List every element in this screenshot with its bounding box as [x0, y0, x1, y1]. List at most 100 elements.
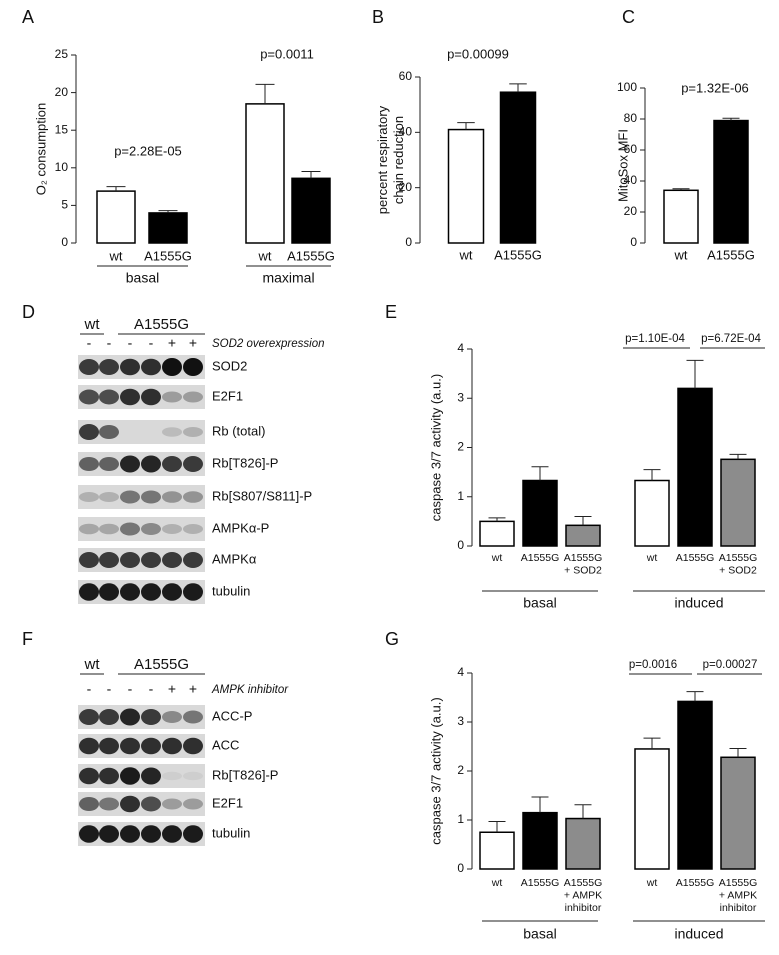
x-tick-label: A1555G + AMPK inhibitor: [719, 877, 758, 914]
y-axis-label: caspase 3/7 activity (a.u.): [428, 697, 443, 844]
row-label: Rb (total): [212, 423, 265, 438]
blot-band: [141, 825, 161, 843]
blot-band: [120, 795, 140, 813]
x-tick-label: A1555G: [676, 877, 715, 889]
row-label: AMPKα: [212, 551, 257, 566]
lane-sign: -: [149, 335, 154, 351]
y-axis-label: caspase 3/7 activity (a.u.): [428, 374, 443, 521]
bar: [713, 119, 749, 244]
x-tick-label: A1555G + SOD2: [564, 552, 603, 577]
lane-sign: -: [107, 681, 112, 697]
blot-band: [120, 552, 140, 568]
blot-band: [141, 737, 161, 755]
blot-band: [79, 583, 99, 601]
lane-sign: -: [87, 335, 92, 351]
row-label: ACC-P: [212, 708, 252, 723]
lane-sign: -: [107, 335, 112, 351]
error-bar: [531, 466, 549, 481]
error-bar: [488, 820, 506, 833]
lane-group: wt: [84, 656, 101, 673]
blot-band: [120, 455, 140, 473]
error-bar: [722, 117, 740, 121]
bar: [245, 103, 285, 244]
row-label: tubulin: [212, 583, 250, 598]
panel-letter: B: [372, 7, 384, 27]
y-tick-label: 60: [624, 142, 638, 156]
blot-band: [120, 737, 140, 755]
blot-band: [183, 391, 203, 403]
blot-band: [99, 523, 119, 535]
blot-band: [79, 359, 99, 375]
lane-sign: +: [189, 335, 197, 351]
lane-group: A1555G: [134, 316, 189, 333]
bar: [96, 190, 136, 244]
x-tick-label: A1555G: [494, 247, 542, 262]
p-value: p=2.28E-05: [114, 143, 182, 158]
blot-band: [162, 358, 182, 376]
lane-sign: +: [189, 681, 197, 697]
blot-band: [120, 358, 140, 376]
blot-strip: [78, 517, 205, 541]
bar: [447, 128, 485, 244]
group-label: induced: [674, 595, 723, 611]
error-bar: [158, 210, 178, 213]
p-value: p=0.0011: [260, 46, 314, 61]
x-tick-label: wt: [646, 552, 658, 564]
error-bar: [255, 83, 275, 104]
blot-band: [183, 552, 203, 568]
group-label: induced: [674, 926, 723, 942]
blot-band: [183, 491, 203, 503]
blot-band: [141, 796, 161, 812]
row-label: AMPKα-P: [212, 520, 269, 535]
row-label: SOD2: [212, 358, 247, 373]
bar: [565, 524, 601, 547]
bar: [479, 520, 515, 547]
blot-band: [99, 767, 119, 785]
y-tick-label: 80: [624, 111, 638, 125]
y-tick-label: 0: [457, 861, 464, 875]
blot-band: [162, 825, 182, 843]
y-axis-label: MitoSox MFI: [615, 129, 630, 202]
y-tick-label: 3: [457, 390, 464, 404]
row-label: E2F1: [212, 388, 243, 403]
bar: [148, 212, 188, 244]
row-label: Rb[T826]-P: [212, 767, 278, 782]
bar: [291, 177, 331, 244]
error-bar: [301, 171, 321, 179]
blot-band: [79, 457, 99, 471]
x-tick-label: wt: [459, 247, 473, 262]
x-tick-label: wt: [674, 247, 688, 262]
error-bar: [686, 359, 704, 389]
blot-band: [162, 491, 182, 503]
lane-sign: -: [128, 681, 133, 697]
x-tick-label: A1555G + SOD2: [719, 552, 758, 577]
blot-band: [120, 825, 140, 843]
y-tick-label: 4: [457, 341, 464, 355]
lane-sign: -: [128, 335, 133, 351]
blot-band: [141, 523, 161, 535]
y-tick-label: 2: [457, 440, 464, 454]
blot-band: [79, 492, 99, 502]
blot-band: [162, 427, 182, 437]
x-tick-label: A1555G: [521, 877, 560, 889]
blot-band: [162, 456, 182, 472]
y-tick-label: 10: [55, 160, 69, 174]
blot-band: [162, 583, 182, 601]
y-tick-label: 60: [399, 69, 413, 83]
x-tick-label: A1555G + AMPK inhibitor: [564, 877, 603, 914]
x-tick-label: A1555G: [144, 248, 192, 263]
blot-band: [79, 389, 99, 405]
error-bar: [729, 747, 747, 758]
bar: [663, 189, 699, 244]
blot-band: [183, 427, 203, 437]
lane-group: A1555G: [134, 656, 189, 673]
blot-band: [79, 797, 99, 811]
row-label: tubulin: [212, 825, 250, 840]
p-value: p=6.72E-04: [701, 333, 761, 345]
x-tick-label: wt: [258, 248, 272, 263]
blot-band: [141, 388, 161, 406]
x-tick-label: A1555G: [287, 248, 335, 263]
panel-letter: E: [385, 302, 397, 322]
blot-band: [162, 711, 182, 723]
y-axis-label: O₂ consumption: [33, 103, 48, 195]
